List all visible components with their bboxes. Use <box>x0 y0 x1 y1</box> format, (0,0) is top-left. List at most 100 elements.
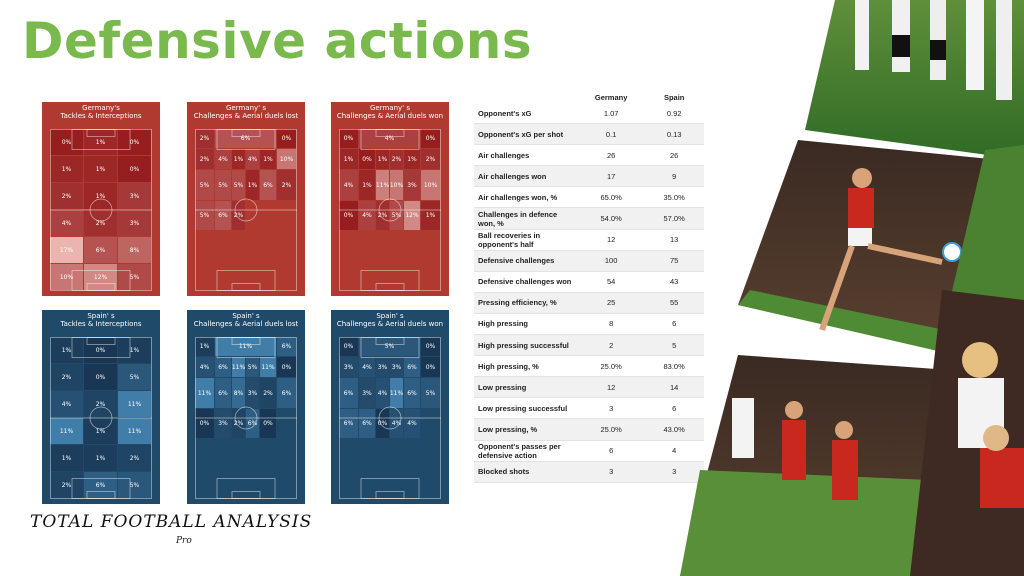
pitch-map-germany-1: Germany's Tackles & Interceptions 0% 1% 0% 1%… <box>42 102 160 296</box>
zone-cell: 11% <box>50 418 83 444</box>
stats-value-germany: 100 <box>578 250 645 272</box>
zone-cell: 6% <box>404 357 420 377</box>
stats-header-label <box>474 91 578 103</box>
zone-cell: 2% <box>195 149 214 169</box>
zone-cell: 6% <box>277 337 296 356</box>
brand-logo-sub: Pro <box>176 536 192 546</box>
pitch-lines <box>339 129 441 291</box>
stats-value-spain: 26 <box>644 144 704 167</box>
zone-cell: 0% <box>277 129 296 148</box>
stats-value-spain: 57.0% <box>644 207 704 230</box>
zone-cell: 0% <box>50 129 83 155</box>
pitch-map-title-line2: Challenges & Aerial duels lost <box>193 320 299 328</box>
zone-cell: 1% <box>260 149 276 169</box>
pitch-map-title: Spain' s Challenges & Aerial duels lost <box>187 312 305 328</box>
stats-value-germany: 8 <box>578 313 645 336</box>
zone-cell: 1% <box>84 445 117 471</box>
stats-value-spain: 75 <box>644 250 704 272</box>
zone-cell: 1% <box>359 170 375 200</box>
pitch-map-title-line2: Challenges & Aerial duels lost <box>193 112 299 120</box>
zone-cell: 4% <box>195 357 214 377</box>
zone-cell: 1% <box>246 170 259 200</box>
pitch-map-title-line2: Challenges & Aerial duels won <box>336 320 444 328</box>
stats-row-label: Opponent's xG <box>474 103 578 125</box>
zone-cell: 6% <box>215 129 276 148</box>
pitch-lines <box>50 129 152 291</box>
zone-cell: 1% <box>84 156 117 182</box>
zone-cell: 5% <box>118 364 151 390</box>
pitch-map-title-line2: Challenges & Aerial duels won <box>336 112 444 120</box>
zone-cell: 5% <box>118 264 151 290</box>
stats-row: Air challenges won, % 65.0% 35.0% <box>474 186 704 209</box>
zone-cell: 1% <box>404 149 420 169</box>
zone-grid: 1% 0% 1% 2% 0% 5% 4% 2% 11% 11% 1% 11% 1% 1% 2% 2% 6% 5% <box>50 337 152 499</box>
zone-cell: 12% <box>84 264 117 290</box>
brand-logo: TOTAL FOOTBALL ANALYSIS <box>30 512 313 532</box>
stats-value-germany: 54 <box>578 271 645 293</box>
zone-cell: 0% <box>421 357 440 377</box>
zone-cell: 1% <box>376 149 389 169</box>
zone-cell: 0% <box>118 129 151 155</box>
pitch-map-title: Germany's Tackles & Interceptions <box>42 104 160 120</box>
stats-value-spain: 55 <box>644 292 704 314</box>
zone-grid: 0% 1% 0% 1% 1% 0% 2% 1% 3% 4% 2% 3% 17% 6% 8% 10% 12% 5% <box>50 129 152 291</box>
stats-value-germany: 3 <box>578 397 645 420</box>
stats-row: Opponent's passes per defensive action 6 4 <box>474 440 704 462</box>
zone-cell: 6% <box>277 378 296 408</box>
zone-cell: 1% <box>195 337 214 356</box>
zone-cell: 4% <box>339 170 358 200</box>
stats-value-germany: 26 <box>578 144 645 167</box>
stats-row: Blocked shots 3 3 <box>474 461 704 483</box>
zone-cell: 6% <box>339 409 358 438</box>
stats-value-germany: 3 <box>578 461 645 483</box>
zone-grid: 2% 6% 0% 2% 4% 1% 4% 1% 10% 5% 5% 5% 1% 6% 2% 5% 6% 2% <box>195 129 297 291</box>
zone-cell: 0% <box>118 156 151 182</box>
stats-row: Challenges in defence won, % 54.0% 57.0% <box>474 207 704 230</box>
stats-value-germany: 12 <box>578 376 645 399</box>
zone-cell: 0% <box>339 129 358 148</box>
zone-cell: 6% <box>84 237 117 263</box>
zone-cell: 1% <box>50 156 83 182</box>
zone-cell: 4% <box>359 357 375 377</box>
zone-cell: 3% <box>118 210 151 236</box>
zone-cell: 3% <box>376 357 389 377</box>
zone-cell: 4% <box>404 409 420 438</box>
stats-row-label: Low pressing, % <box>474 418 578 441</box>
page-title: Defensive actions <box>22 12 533 70</box>
zone-cell: 0% <box>359 149 375 169</box>
zone-cell: 1% <box>421 201 440 230</box>
zone-cell: 17% <box>50 237 83 263</box>
zone-cell: 1% <box>118 337 151 363</box>
zone-cell: 2% <box>84 391 117 417</box>
stats-value-germany: 65.0% <box>578 186 645 209</box>
zone-cell: 2% <box>50 183 83 209</box>
pitch-map-title-line1: Germany's <box>82 104 120 112</box>
stats-value-spain: 0.13 <box>644 123 704 146</box>
zone-cell: 2% <box>277 170 296 200</box>
zone-cell: 2% <box>390 149 403 169</box>
stats-value-germany: 17 <box>578 165 645 188</box>
stats-value-spain: 43.0% <box>644 418 704 441</box>
zone-cell: 1% <box>339 149 358 169</box>
zone-cell: 2% <box>50 472 83 498</box>
zone-cell: 3% <box>390 357 403 377</box>
stats-header-spain: Spain <box>663 92 685 102</box>
zone-cell: 1% <box>232 149 245 169</box>
stats-row-label: High pressing <box>474 313 578 336</box>
stats-row: Low pressing successful 3 6 <box>474 397 704 420</box>
pitch-map-title-line1: Germany' s <box>370 104 410 112</box>
zone-cell: 0% <box>339 337 358 356</box>
zone-cell: 5% <box>246 357 259 377</box>
stats-value-germany: 25 <box>578 292 645 314</box>
pitch-map-title-line1: Spain' s <box>376 312 404 320</box>
pitch-map-spain-1: Spain' s Tackles & Interceptions 1% 0% 1% 2% 0… <box>42 310 160 504</box>
stats-row: High pressing successful 2 5 <box>474 334 704 357</box>
stats-row-label: Blocked shots <box>474 461 578 483</box>
zone-cell: 11% <box>195 378 214 408</box>
zone-cell: 3% <box>118 183 151 209</box>
stats-row-label: Low pressing <box>474 376 578 399</box>
stats-value-spain: 13 <box>644 229 704 251</box>
stats-value-germany: 2 <box>578 334 645 357</box>
zone-cell: 11% <box>390 378 403 408</box>
zone-cell: 6% <box>215 357 231 377</box>
